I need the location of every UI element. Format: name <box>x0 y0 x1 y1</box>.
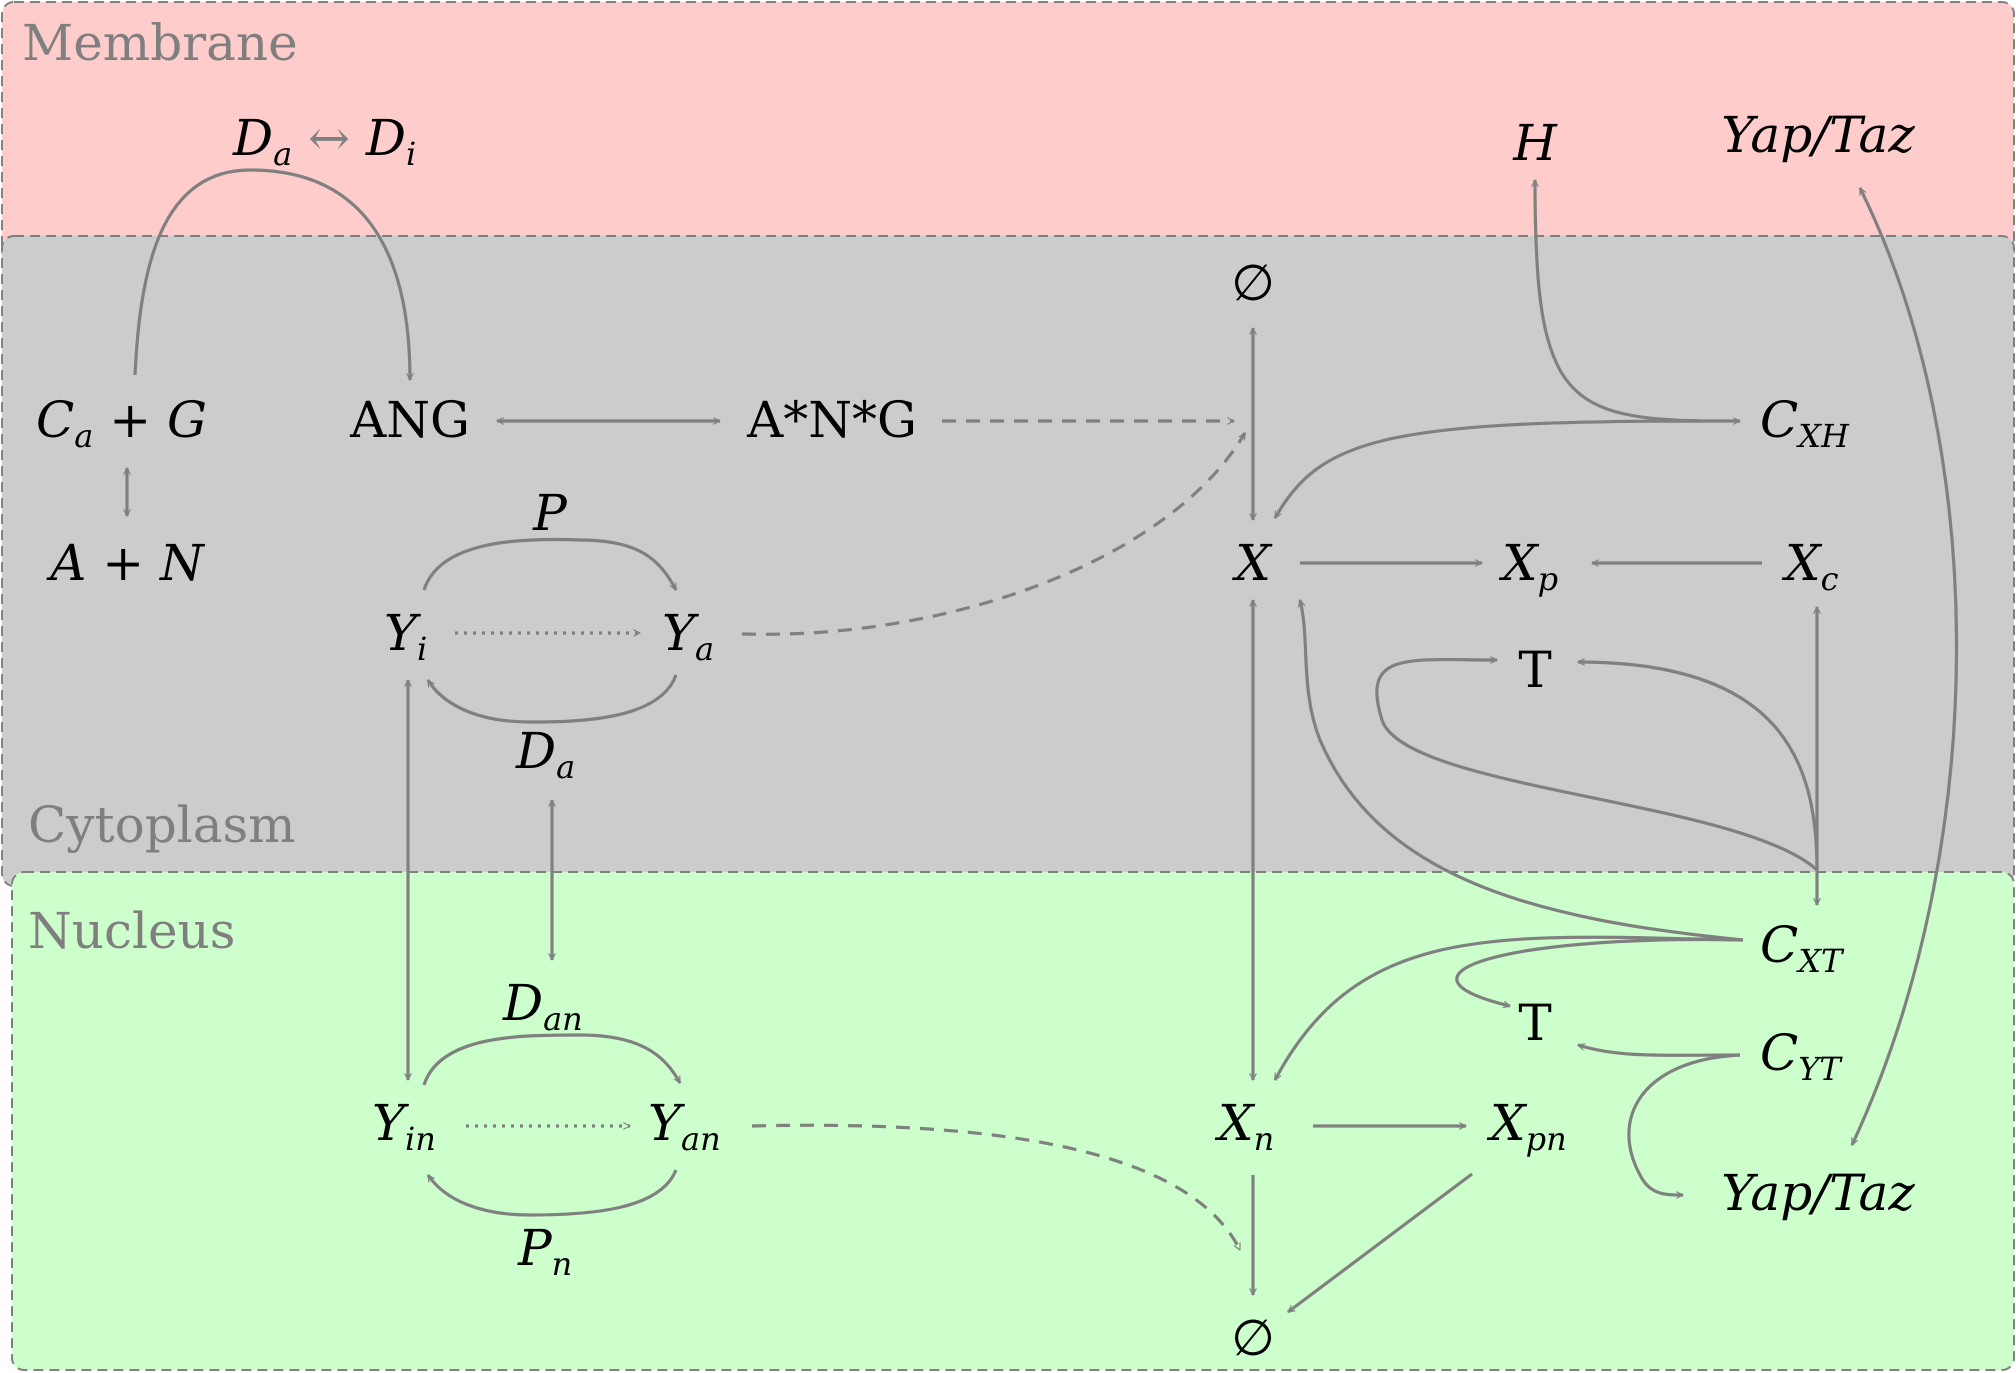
edge-yi-ya-top <box>422 537 678 591</box>
node-yap-taz-membrane: Yap/Taz <box>1721 106 1915 164</box>
membrane-label: Membrane <box>22 14 298 72</box>
node-t-cytoplasm: T <box>1518 641 1551 699</box>
node-xpn: Xpn <box>1486 1094 1567 1158</box>
edge-cxt-to-t-nuc <box>1455 937 1744 1009</box>
edge-yan-to-empty <box>751 1123 1242 1251</box>
node-ang: ANG <box>349 391 470 449</box>
edge-cxt-to-t-cyto <box>1375 656 1819 872</box>
edge-cxt-to-x <box>1297 599 1744 942</box>
edge-cxh-to-x <box>1273 419 1701 519</box>
node-yap-taz-nucleus: Yap/Taz <box>1721 1164 1915 1222</box>
edge-yan-yin-bottom <box>426 1169 678 1217</box>
edge-xpn-to-empty <box>1287 1172 1473 1314</box>
cytoplasm-region <box>1 235 2015 887</box>
node-da: Da <box>515 722 575 786</box>
edge-ca-g-to-ang <box>133 168 414 381</box>
node-t-nucleus: T <box>1518 994 1551 1052</box>
edge-yaptaz-nuc-to-mem <box>1850 187 1959 1146</box>
edge-cyt-to-yaptaz <box>1627 1053 1741 1199</box>
node-yan: Yan <box>648 1094 721 1158</box>
node-da-di: Da ↔ Di <box>232 109 416 173</box>
node-xn: Xn <box>1214 1094 1274 1158</box>
cytoplasm-label: Cytoplasm <box>28 796 296 854</box>
node-h: H <box>1512 114 1558 172</box>
edge-cxt-to-t-cyto-right <box>1577 658 1819 871</box>
node-dan: Dan <box>502 974 583 1038</box>
nucleus-region <box>11 871 2015 1371</box>
nucleus-label: Nucleus <box>28 902 235 960</box>
node-cxt: CXT <box>1760 916 1845 980</box>
node-a-n: A + N <box>46 534 206 592</box>
node-x: X <box>1231 534 1273 592</box>
edge-t-cyt <box>1577 1043 1741 1057</box>
edge-cxt-to-xn <box>1273 935 1744 1081</box>
node-xp: Xp <box>1498 534 1558 598</box>
node-p: P <box>532 484 568 542</box>
node-cxh: CXH <box>1760 391 1850 455</box>
edge-cxh-to-h <box>1531 179 1701 423</box>
node-ang-star: A*N*G <box>746 391 917 449</box>
edges <box>123 168 1959 1314</box>
node-ca-g: Ca + G <box>36 391 207 455</box>
node-empty-top: ∅ <box>1231 254 1275 312</box>
edge-yin-yan-top <box>422 1033 682 1086</box>
node-ya: Ya <box>662 604 714 668</box>
edge-ya-yi-bottom <box>426 674 678 724</box>
node-yi: Yi <box>384 604 427 668</box>
node-xc: Xc <box>1781 534 1839 598</box>
node-pn: Pn <box>517 1219 572 1283</box>
node-cyt: CYT <box>1760 1024 1843 1088</box>
node-yin: Yin <box>372 1094 436 1158</box>
node-empty-bottom: ∅ <box>1231 1309 1275 1367</box>
